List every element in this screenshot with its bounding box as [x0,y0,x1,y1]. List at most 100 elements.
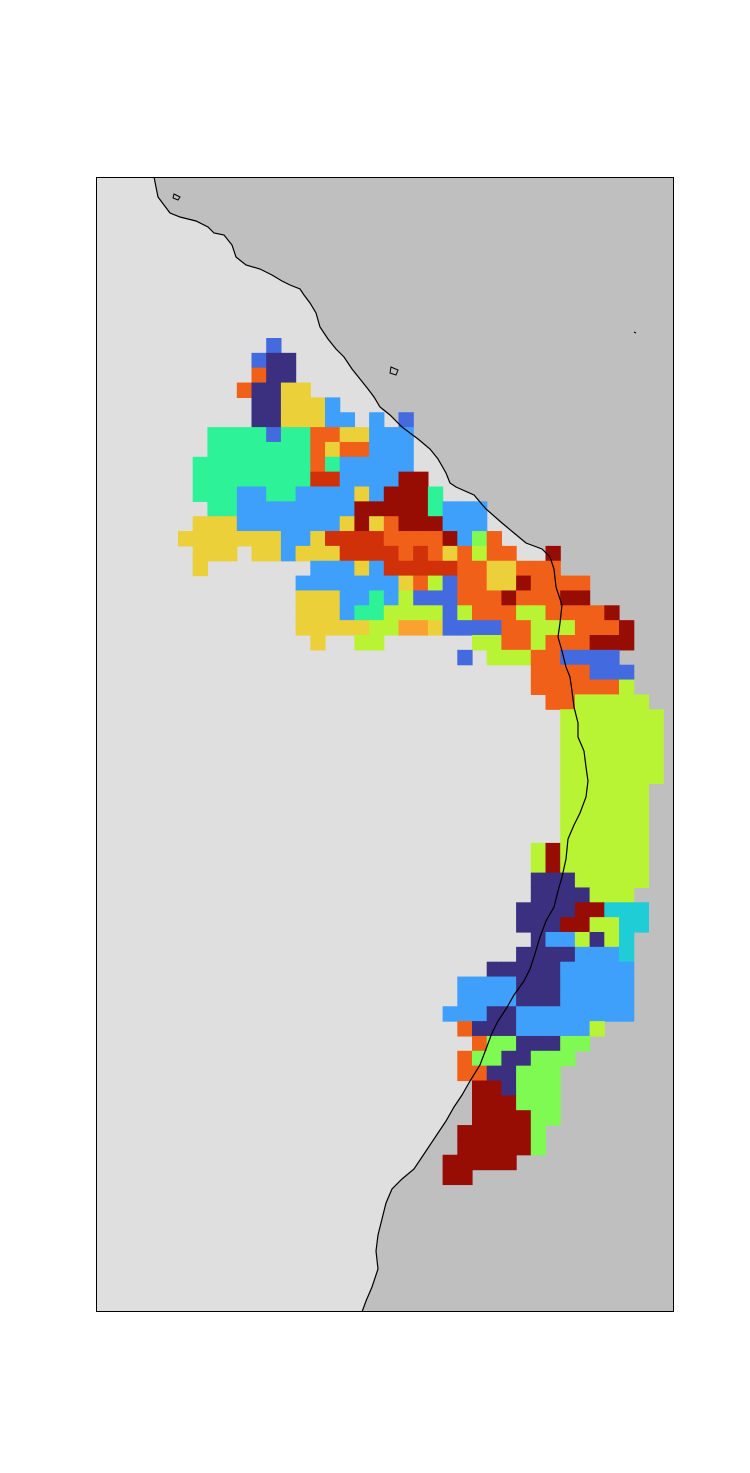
grid-cell [486,635,502,651]
grid-cell [516,1021,532,1037]
grid-cell [354,471,370,488]
grid-cell [516,976,532,992]
grid-cell [369,501,385,517]
grid-cell [486,991,502,1007]
grid-cell [383,486,400,502]
map-frame-border [96,177,674,1312]
grid-cell [207,471,223,488]
grid-cell [516,590,532,606]
grid-cell [339,605,355,621]
grid-cell [398,471,414,488]
grid-cell [516,1065,532,1082]
grid-cell [589,932,605,948]
grid-cell [530,946,547,963]
grid-cell [619,753,635,770]
grid-cell [442,545,458,562]
grid-cell [266,531,282,547]
grid-cell [619,783,635,799]
grid-cell [383,427,400,443]
grid-cell [589,961,605,978]
grid-cell [236,501,253,517]
grid-cell [633,857,649,874]
grid-cell [472,531,488,547]
grid-cell [619,694,635,710]
grid-cell [619,842,635,859]
grid-cell [472,560,488,577]
grid-cell [413,531,429,547]
grid-cell [457,560,473,577]
grid-cell [266,427,282,443]
grid-cell [486,560,502,577]
grid-cell [530,1095,547,1111]
grid-cell [442,501,458,517]
grid-cell [574,976,591,992]
grid-cell [545,1080,561,1096]
grid-cell [589,635,605,651]
grid-cell [501,1095,517,1111]
grid-cell [251,352,267,369]
grid-cell [633,783,649,799]
grid-cell [442,1154,458,1171]
grid-cell [339,590,355,606]
grid-cell [383,531,400,547]
grid-cell [545,575,561,592]
grid-cell [325,575,341,592]
grid-cell [545,1021,561,1037]
map-canvas [96,177,674,1312]
grid-cell [251,545,267,562]
grid-cell [472,545,488,562]
grid-cell [589,828,605,844]
grid-cell [236,382,253,398]
grid-cell [472,590,488,606]
grid-cell [574,887,591,903]
grid-cell [280,367,297,384]
grid-cell [501,1065,517,1082]
grid-cell [516,1035,532,1052]
grid-cell [236,456,253,473]
grid-cell [633,753,649,770]
grid-cell [486,1110,502,1126]
grid-cell [266,516,282,532]
grid-cell [266,486,282,502]
grid-cell [354,516,370,532]
grid-cell [560,1035,576,1052]
grid-cell [530,649,547,666]
grid-cell [633,724,649,740]
grid-cell [207,441,223,458]
grid-cell [398,620,414,636]
grid-cell [604,605,620,621]
grid-cell [339,486,355,502]
grid-cell [589,709,605,725]
grid-cell [589,798,605,814]
grid-cell [633,738,649,755]
grid-cell [574,694,591,710]
grid-cell [545,545,561,562]
grid-cell [501,1125,517,1141]
grid-cell [574,709,591,725]
grid-cell [516,560,532,577]
grid-cell [369,620,385,636]
grid-cell [222,516,238,532]
grid-cell [457,1169,473,1186]
grid-cell [207,427,223,443]
grid-cell [560,724,576,740]
grid-cell [280,516,297,532]
grid-cell [310,545,326,562]
grid-cell [530,605,547,621]
grid-cell [442,575,458,592]
grid-cell [604,1006,620,1022]
grid-cell [545,1095,561,1111]
grid-cell [560,961,576,978]
grid-cell [516,1080,532,1096]
grid-cell [545,872,561,889]
grid-cell [560,635,576,651]
grid-cell [369,545,385,562]
grid-cell [383,545,400,562]
grid-cell [486,1035,502,1052]
grid-cell [560,1050,576,1067]
grid-cell [619,976,635,992]
grid-cell [236,486,253,502]
grid-cell [369,590,385,606]
grid-cell [516,991,532,1007]
grid-cell [589,946,605,963]
